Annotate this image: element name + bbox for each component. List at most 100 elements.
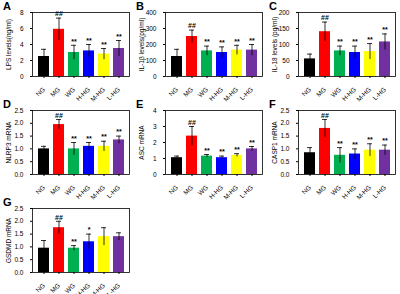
svg-text:2: 2 [20, 57, 24, 64]
svg-text:**: ** [249, 139, 255, 146]
svg-text:H-HG: H-HG [340, 86, 357, 103]
svg-text:400: 400 [146, 9, 157, 16]
svg-text:200: 200 [146, 41, 157, 48]
svg-text:1.5: 1.5 [280, 132, 289, 139]
svg-text:1.0: 1.0 [14, 145, 23, 152]
svg-text:2.5: 2.5 [280, 107, 289, 114]
svg-text:NG: NG [167, 86, 179, 98]
svg-text:MG: MG [49, 184, 61, 196]
svg-text:L-HG: L-HG [105, 86, 121, 102]
svg-text:1.5: 1.5 [14, 230, 23, 237]
svg-text:**: ** [71, 238, 77, 245]
svg-text:0: 0 [153, 171, 157, 178]
svg-text:H-HG: H-HG [74, 282, 91, 294]
svg-text:##: ## [55, 10, 63, 17]
svg-text:150: 150 [279, 25, 290, 32]
svg-text:GSDMD mRNA: GSDMD mRNA [5, 217, 12, 263]
svg-text:##: ## [55, 214, 63, 221]
svg-text:6: 6 [20, 25, 24, 32]
svg-text:50: 50 [282, 57, 290, 64]
svg-text:0.5: 0.5 [280, 158, 289, 165]
svg-text:**: ** [234, 38, 240, 45]
svg-text:H-HG: H-HG [74, 86, 91, 103]
svg-text:**: ** [367, 136, 373, 143]
svg-text:**: ** [71, 135, 77, 142]
svg-text:##: ## [321, 14, 329, 21]
svg-text:NG: NG [34, 282, 46, 294]
svg-text:H-HG: H-HG [74, 184, 91, 201]
svg-text:1.0: 1.0 [14, 243, 23, 250]
svg-text:MG: MG [182, 184, 194, 196]
svg-text:**: ** [219, 39, 225, 46]
svg-text:NG: NG [34, 86, 46, 98]
svg-text:**: ** [116, 128, 122, 135]
svg-text:**: ** [101, 41, 107, 48]
svg-text:0.0: 0.0 [14, 171, 23, 178]
svg-text:**: ** [367, 36, 373, 43]
svg-text:0.0: 0.0 [14, 269, 23, 276]
svg-text:ASC mRNA: ASC mRNA [138, 125, 145, 160]
svg-text:4: 4 [20, 41, 24, 48]
svg-text:M-HG: M-HG [222, 86, 239, 103]
svg-text:0: 0 [20, 73, 24, 80]
svg-text:1.5: 1.5 [14, 132, 23, 139]
svg-text:**: ** [352, 141, 358, 148]
svg-text:**: ** [337, 38, 343, 45]
svg-text:**: ** [86, 37, 92, 44]
svg-text:**: ** [204, 38, 210, 45]
svg-text:##: ## [55, 112, 63, 119]
svg-text:MG: MG [182, 86, 194, 98]
svg-text:1.0: 1.0 [280, 145, 289, 152]
svg-text:M-HG: M-HG [89, 86, 106, 103]
svg-text:M-HG: M-HG [89, 184, 106, 201]
svg-text:M-HG: M-HG [355, 184, 372, 201]
svg-text:0.5: 0.5 [14, 158, 23, 165]
svg-text:L-HG: L-HG [371, 184, 387, 200]
svg-text:**: ** [101, 133, 107, 140]
svg-text:**: ** [352, 38, 358, 45]
svg-text:MG: MG [49, 86, 61, 98]
svg-text:200: 200 [279, 9, 290, 16]
svg-text:M-HG: M-HG [222, 184, 239, 201]
svg-text:**: ** [219, 148, 225, 155]
svg-text:L-HG: L-HG [238, 184, 254, 200]
svg-text:H-HG: H-HG [340, 184, 357, 201]
svg-text:L-HG: L-HG [238, 86, 254, 102]
svg-text:8: 8 [20, 9, 24, 16]
svg-text:L-HG: L-HG [105, 282, 121, 294]
svg-text:3: 3 [153, 123, 157, 130]
svg-text:NLRP3 mRNA: NLRP3 mRNA [5, 121, 12, 164]
svg-text:**: ** [382, 137, 388, 144]
svg-text:2.5: 2.5 [14, 205, 23, 212]
svg-text:L-HG: L-HG [371, 86, 387, 102]
svg-text:0.0: 0.0 [280, 171, 289, 178]
svg-text:CASP1 mRNA: CASP1 mRNA [271, 121, 278, 164]
svg-text:MG: MG [49, 282, 61, 294]
svg-text:**: ** [86, 135, 92, 142]
svg-text:300: 300 [146, 25, 157, 32]
svg-text:**: ** [234, 146, 240, 153]
svg-text:MG: MG [315, 184, 327, 196]
svg-text:100: 100 [146, 57, 157, 64]
svg-text:IL-18 levels (pg/ml): IL-18 levels (pg/ml) [271, 17, 279, 72]
svg-text:##: ## [321, 112, 329, 119]
svg-text:IL-1β levels(pg/ml): IL-1β levels(pg/ml) [138, 18, 146, 72]
svg-text:**: ** [116, 33, 122, 40]
svg-text:0.5: 0.5 [14, 256, 23, 263]
svg-text:M-HG: M-HG [89, 282, 106, 294]
svg-text:NG: NG [167, 184, 179, 196]
svg-text:0: 0 [153, 73, 157, 80]
svg-text:WG: WG [63, 282, 76, 294]
svg-text:1: 1 [153, 155, 157, 162]
svg-text:NG: NG [34, 184, 46, 196]
svg-text:M-HG: M-HG [355, 86, 372, 103]
svg-text:2.5: 2.5 [14, 107, 23, 114]
svg-text:H-HG: H-HG [207, 86, 224, 103]
svg-text:NG: NG [300, 184, 312, 196]
svg-text:L-HG: L-HG [105, 184, 121, 200]
svg-text:H-HG: H-HG [207, 184, 224, 201]
svg-text:2: 2 [153, 139, 157, 146]
svg-text:**: ** [249, 37, 255, 44]
svg-text:4: 4 [153, 107, 157, 114]
svg-text:LPS levels(ng/ml): LPS levels(ng/ml) [5, 19, 13, 70]
